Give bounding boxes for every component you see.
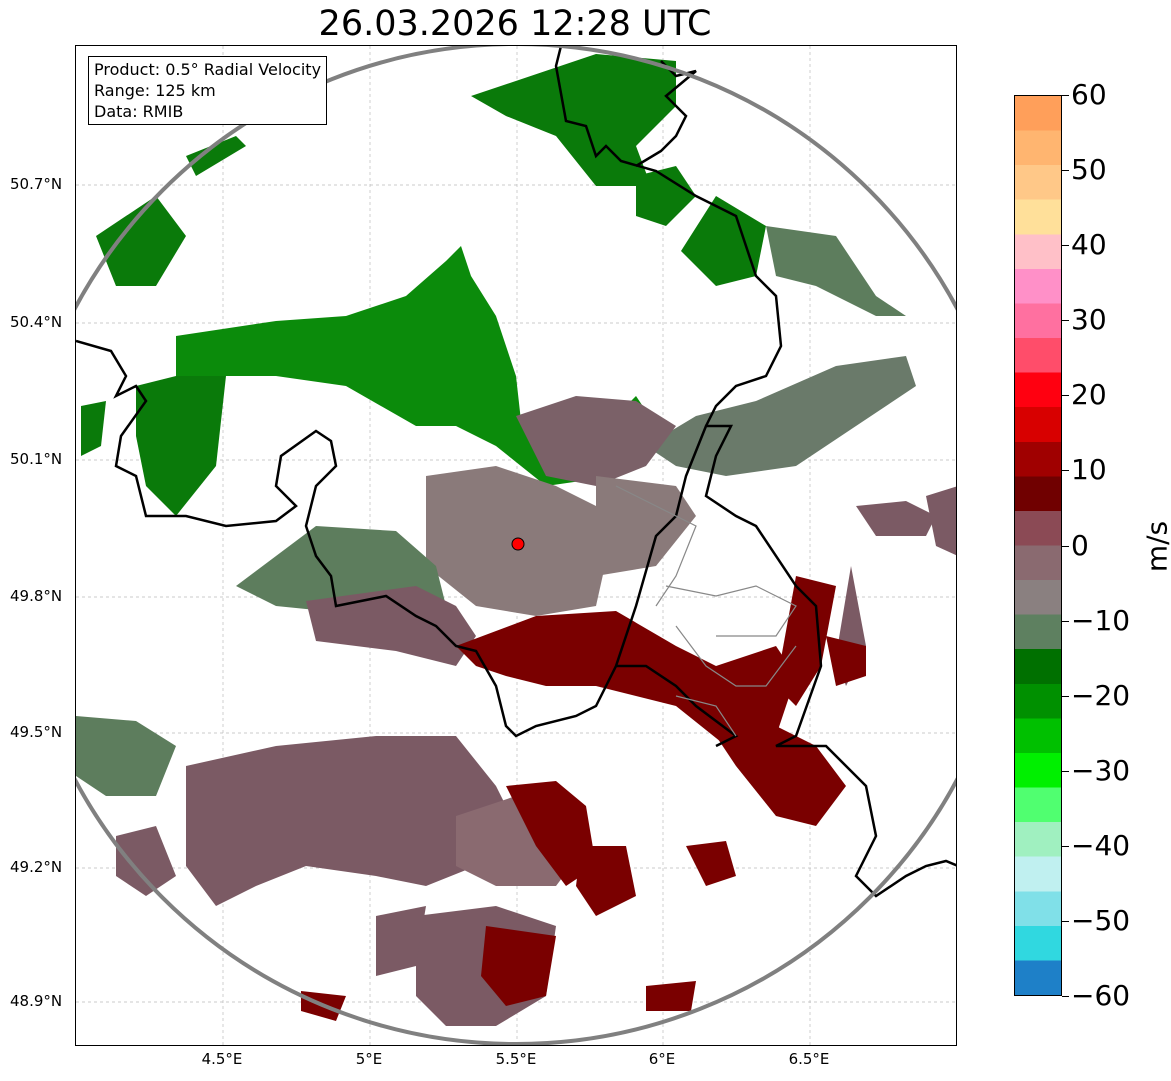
echo-red-far-southeast (646, 981, 696, 1011)
echo-green-northeast (636, 166, 696, 226)
echo-red-south-cell (576, 846, 636, 916)
colorbar-tick-label: 50 (1071, 153, 1107, 187)
colorbar-tick (1062, 170, 1069, 172)
colorbar-tick-label: −10 (1071, 603, 1131, 637)
echo-green-east (681, 196, 766, 286)
lon-tick-label: 6°E (648, 1050, 676, 1068)
colorbar-tick-label: 20 (1071, 378, 1107, 412)
lat-tick-label: 50.1°N (10, 450, 63, 468)
colorbar-tick-label: −40 (1071, 828, 1131, 862)
info-product: Product: 0.5° Radial Velocity (94, 60, 322, 79)
colorbar (1014, 95, 1062, 996)
colorbar-tick-label: −30 (1071, 753, 1131, 787)
border-belgium-germany (554, 46, 783, 427)
radar-echoes (76, 54, 956, 1026)
echo-mauve-southwest (306, 586, 476, 666)
echo-mauve-east-edge (926, 486, 956, 556)
colorbar-tick (1062, 395, 1069, 397)
colorbar-tick (1062, 95, 1069, 96)
colorbar-tick-label: −60 (1071, 979, 1131, 1012)
colorbar-tick (1062, 695, 1069, 697)
border-netherlands-germany (635, 60, 697, 168)
border-belgium-france (76, 339, 956, 898)
lon-tick-label: 4.5°E (201, 1050, 243, 1068)
province-borders (615, 485, 797, 737)
echo-graygreen-west-edge (76, 716, 176, 796)
radar-map[interactable] (75, 45, 957, 1046)
colorbar-tick-label: −20 (1071, 678, 1131, 712)
colorbar-tick (1062, 770, 1069, 772)
echo-red-east-cell (826, 636, 866, 686)
echo-red-south (506, 781, 596, 886)
echo-mauve-southwest-cell (116, 826, 176, 896)
echo-mauve-far-south-west (376, 906, 426, 976)
echo-clutter-east (596, 476, 696, 576)
country-borders (76, 46, 956, 898)
lon-tick-label: 6.5°E (788, 1050, 830, 1068)
lon-tick-label: 5.5°E (495, 1050, 537, 1068)
chart-title: 26.03.2026 12:28 UTC (318, 4, 712, 44)
colorbar-tick (1062, 620, 1069, 622)
lat-tick-label: 49.2°N (10, 858, 63, 876)
colorbar-tick-label: 10 (1071, 453, 1107, 487)
radar-site-marker (511, 537, 525, 551)
echo-green-north (471, 54, 676, 186)
echo-mauve-south-band (186, 736, 516, 906)
lon-tick-label: 5°E (355, 1050, 383, 1068)
echo-green-upper-left (186, 136, 246, 176)
colorbar-tick-label: 30 (1071, 303, 1107, 337)
echo-graygreen-east (766, 226, 906, 316)
lat-tick-label: 49.5°N (10, 723, 63, 741)
lat-tick-label: 49.8°N (10, 587, 63, 605)
info-range: Range: 125 km (94, 81, 216, 100)
colorbar-unit: m/s (1140, 520, 1171, 573)
colorbar-tick-label: 0 (1071, 528, 1089, 562)
colorbar-tick-label: −50 (1071, 903, 1131, 937)
colorbar-tick (1062, 245, 1069, 247)
echo-mauve-center (516, 396, 676, 486)
colorbar-tick (1062, 845, 1069, 847)
echo-green-northwest (96, 196, 186, 286)
colorbar-tick-label: 60 (1071, 78, 1107, 111)
colorbar-tick (1062, 320, 1069, 322)
info-box: Product: 0.5° Radial Velocity Range: 125… (88, 56, 328, 125)
lat-tick-label: 48.9°N (10, 992, 63, 1010)
colorbar-tick (1062, 545, 1069, 547)
echo-green-west (136, 376, 226, 516)
lat-tick-label: 50.4°N (10, 313, 63, 331)
echo-red-far-south (481, 926, 556, 1006)
colorbar-tick (1062, 996, 1069, 997)
range-ring (76, 46, 956, 1045)
colorbar-tick (1062, 470, 1069, 472)
lat-tick-label: 50.7°N (10, 175, 63, 193)
colorbar-tick-label: 40 (1071, 228, 1107, 262)
echo-red-east (776, 576, 836, 706)
border-germany-belgium (616, 664, 739, 748)
echo-red-center (456, 611, 796, 746)
echo-red-south-east-cell (686, 841, 736, 886)
echo-mauve-far-east (856, 501, 936, 536)
echo-graygreen-east-band (646, 356, 916, 476)
radar-map-svg (76, 46, 956, 1045)
info-data: Data: RMIB (94, 102, 184, 121)
colorbar-tick (1062, 920, 1069, 922)
echo-red-southeast (716, 726, 846, 826)
echo-green-far-west (81, 401, 106, 456)
